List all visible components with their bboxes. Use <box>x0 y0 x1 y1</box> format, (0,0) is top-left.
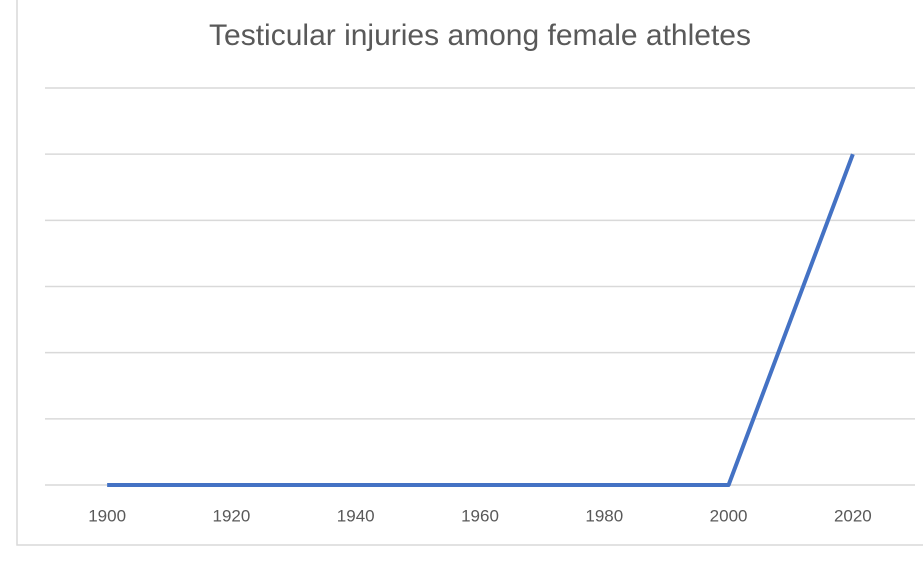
x-tick-label: 1960 <box>461 506 499 525</box>
x-tick-label: 1900 <box>88 506 126 525</box>
data-line <box>107 153 855 487</box>
x-tick-label: 1920 <box>213 506 251 525</box>
chart-frame <box>16 0 923 546</box>
x-tick-label: 2020 <box>834 506 872 525</box>
x-tick-label: 1980 <box>585 506 623 525</box>
x-tick-label: 2000 <box>710 506 748 525</box>
chart-title: Testicular injuries among female athlete… <box>209 19 751 52</box>
x-tick-label: 1940 <box>337 506 375 525</box>
